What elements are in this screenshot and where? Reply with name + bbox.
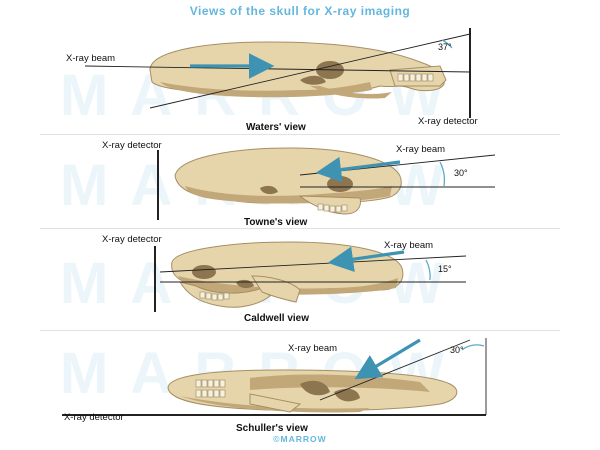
waters-detector-label: X-ray detector	[418, 116, 478, 127]
waters-caption: Waters' view	[246, 122, 306, 133]
schullers-beam-line	[319, 339, 471, 401]
schullers-angle-label: 30°	[450, 345, 464, 355]
waters-skull-illustration	[149, 41, 447, 99]
caldwell-beam-label: X-ray beam	[384, 240, 434, 251]
caldwell-view-figure	[154, 241, 467, 312]
caldwell-skull-illustration	[171, 241, 404, 308]
waters-angle-arc	[441, 39, 453, 49]
schullers-view-figure	[62, 338, 487, 416]
divider-3	[40, 330, 560, 331]
schullers-caption: Schuller's view	[236, 423, 308, 434]
caldwell-angle-arc	[425, 259, 431, 281]
divider-1	[40, 134, 560, 135]
schullers-beam-arrow	[354, 338, 421, 380]
caldwell-beam-line	[159, 255, 467, 273]
schullers-angle-arc	[461, 344, 485, 351]
brand-logo-text: ©MARROW	[273, 434, 327, 444]
waters-angle-label: 37°	[438, 42, 452, 52]
townes-angle-arc	[439, 161, 446, 187]
waters-orbitomeatal-line	[149, 33, 471, 109]
schullers-skull-illustration	[167, 369, 458, 413]
caldwell-caption: Caldwell view	[244, 313, 310, 324]
divider-2	[40, 228, 560, 229]
townes-caption: Towne's view	[244, 217, 308, 228]
townes-beam-label: X-ray beam	[396, 144, 446, 155]
waters-view-figure	[84, 28, 471, 118]
townes-skull-illustration	[174, 147, 402, 215]
waters-beam-label: X-ray beam	[66, 53, 116, 64]
townes-angle-label: 30°	[454, 168, 468, 178]
caldwell-detector-label: X-ray detector	[102, 234, 162, 245]
schullers-detector-label: X-ray detector	[64, 412, 124, 423]
diagram-title: Views of the skull for X-ray imaging	[189, 4, 411, 18]
schullers-beam-label: X-ray beam	[288, 343, 338, 354]
townes-beam-arrow	[315, 156, 401, 183]
townes-detector-label: X-ray detector	[102, 140, 162, 151]
waters-beam-line	[84, 65, 471, 73]
caldwell-beam-arrow	[327, 246, 405, 272]
townes-view-figure	[157, 147, 496, 220]
caldwell-angle-label: 15°	[438, 264, 452, 274]
